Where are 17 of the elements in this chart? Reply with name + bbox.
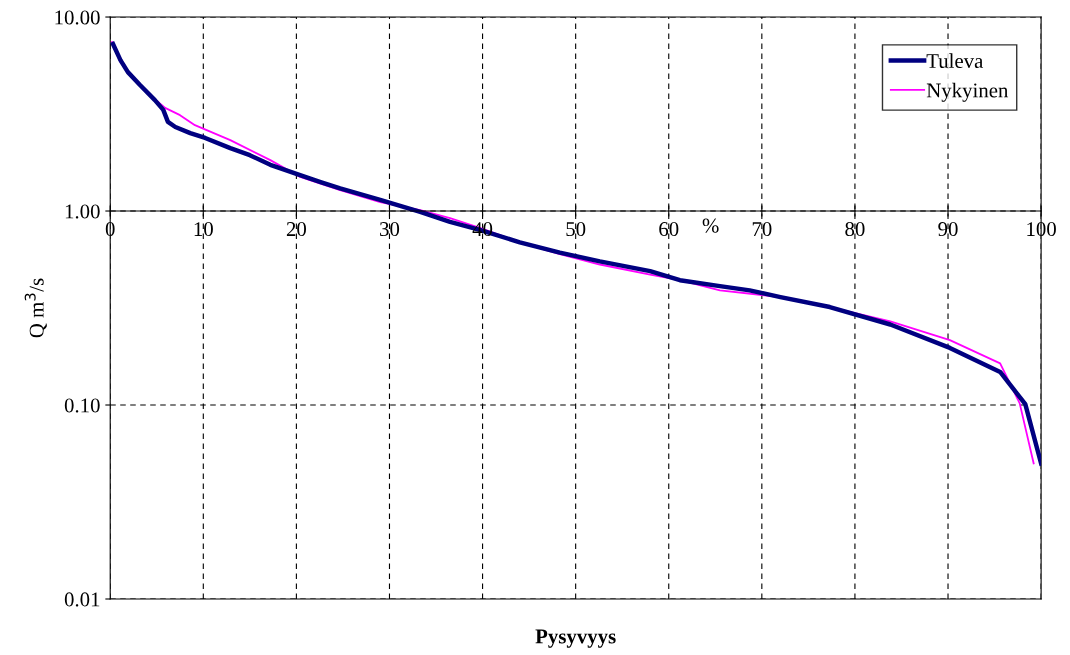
x-tick-label: 30 (380, 222, 400, 237)
annotation: % (702, 218, 719, 233)
x-tick-label: 50 (566, 222, 586, 237)
legend-label: Tuleva (926, 53, 984, 69)
x-tick-label: 70 (752, 222, 772, 237)
y-tick-label: 1.00 (65, 204, 100, 219)
y-tick-label: 10.00 (55, 10, 100, 25)
x-tick-label: 20 (286, 222, 307, 237)
x-tick-label: 80 (845, 222, 865, 237)
x-axis-title: Pysyvyys (535, 629, 616, 648)
y-tick-label: 0.01 (64, 592, 100, 607)
y-axis-title: Q m$^{3}$/s (24, 278, 47, 338)
legend-label: Nykyinen (926, 82, 1009, 102)
x-tick-label: 90 (938, 222, 958, 237)
x-tick-label: 10 (194, 222, 213, 237)
x-tick-label: 60 (659, 222, 679, 237)
y-tick-label: 0.10 (64, 398, 100, 413)
